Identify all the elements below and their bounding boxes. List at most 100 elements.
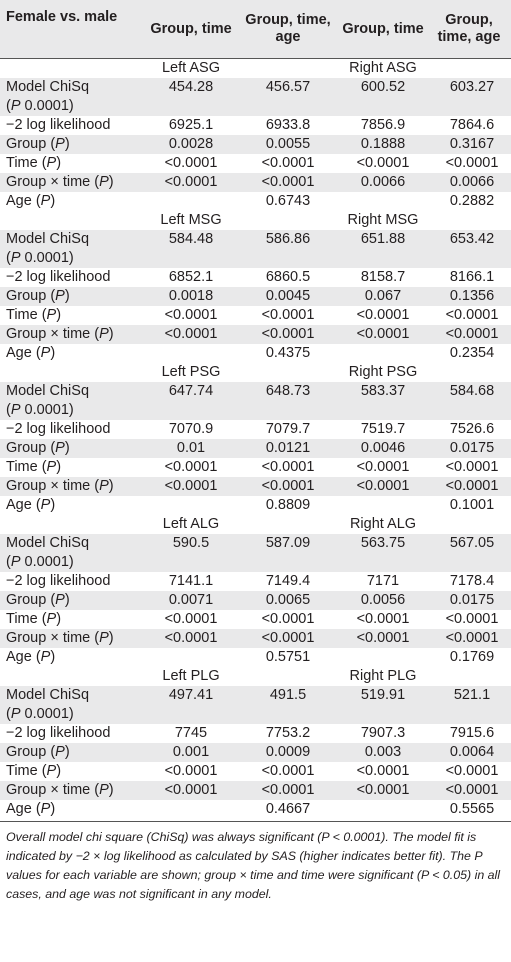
table-cell: <0.0001: [164, 326, 218, 342]
table-row: Age (P) 0.5751 0.1769: [0, 648, 511, 667]
table-cell: 7526.6: [449, 421, 495, 437]
table-cell: 0.0071: [168, 592, 214, 608]
row-label-sub: (P 0.0001): [6, 250, 74, 266]
table-cell: 600.52: [360, 79, 406, 95]
row-label: Group × time (P): [6, 782, 114, 798]
table-cell: <0.0001: [356, 611, 410, 627]
table-cell: <0.0001: [445, 478, 499, 494]
table-cell: <0.0001: [164, 782, 218, 798]
table-row: Model ChiSq (P 0.0001) 647.74 648.73 583.37 5…: [0, 382, 511, 420]
row-label: Model ChiSq (P 0.0001): [6, 382, 89, 420]
table-row: Model ChiSq (P 0.0001) 454.28 456.57 600.52 6…: [0, 78, 511, 116]
table-cell: <0.0001: [164, 459, 218, 475]
table-cell: <0.0001: [445, 307, 499, 323]
results-table: Female vs. male Group, time Group, time,…: [0, 0, 511, 901]
table-cell: 0.0175: [449, 592, 495, 608]
table-row: Group × time (P) <0.0001 <0.0001 <0.0001 <0.…: [0, 325, 511, 344]
row-label: Group × time (P): [6, 630, 114, 646]
section-header: Left PLG Right PLG: [0, 667, 511, 686]
table-row: Model ChiSq (P 0.0001) 590.5 587.09 563.75 56…: [0, 534, 511, 572]
table-cell: 653.42: [449, 231, 495, 247]
section-header: Left ALG Right ALG: [0, 515, 511, 534]
row-label: Model ChiSq (P 0.0001): [6, 534, 89, 572]
table-cell: <0.0001: [445, 459, 499, 475]
row-label: Age (P): [6, 345, 56, 361]
row-label-sub: (P 0.0001): [6, 706, 74, 722]
table-cell: <0.0001: [356, 459, 410, 475]
table-cell: 0.2354: [449, 345, 495, 361]
table-cell: 456.57: [265, 79, 311, 95]
row-label-main: Model ChiSq: [6, 383, 90, 399]
table-cell: 7915.6: [449, 725, 495, 741]
section-right-label: Right ASG: [349, 60, 417, 76]
table-cell: <0.0001: [356, 155, 410, 171]
row-label: Time (P): [6, 307, 62, 323]
table-cell: 647.74: [168, 383, 214, 399]
table-cell: 519.91: [360, 687, 406, 703]
table-cell: 0.003: [364, 744, 402, 760]
row-label-main: Model ChiSq: [6, 535, 90, 551]
table-cell: <0.0001: [164, 630, 218, 646]
table-cell: <0.0001: [261, 478, 315, 494]
table-cell: 7079.7: [265, 421, 311, 437]
table-row: Time (P) <0.0001 <0.0001 <0.0001 <0.0001: [0, 458, 511, 477]
row-label: Group × time (P): [6, 174, 114, 190]
table-row: Age (P) 0.4667 0.5565: [0, 800, 511, 819]
table-row: Age (P) 0.6743 0.2882: [0, 192, 511, 211]
table-cell: 8158.7: [360, 269, 406, 285]
table-cell: 7149.4: [265, 573, 311, 589]
table-row: Age (P) 0.8809 0.1001: [0, 496, 511, 515]
table-row: −2 log likelihood 7070.9 7079.7 7519.7 7526.…: [0, 420, 511, 439]
row-label: −2 log likelihood: [6, 421, 111, 437]
row-label: Group × time (P): [6, 326, 114, 342]
table-cell: 0.5751: [265, 649, 311, 665]
table-cell: 7141.1: [168, 573, 214, 589]
row-label: Group (P): [6, 288, 70, 304]
row-label: Model ChiSq (P 0.0001): [6, 78, 89, 116]
table-cell: 7745: [174, 725, 208, 741]
section-right-label: Right PSG: [348, 364, 418, 380]
table-cell: 7753.2: [265, 725, 311, 741]
table-cell: 7864.6: [449, 117, 495, 133]
table-cell: <0.0001: [445, 630, 499, 646]
row-label: Age (P): [6, 193, 56, 209]
table-cell: 584.48: [168, 231, 214, 247]
table-cell: <0.0001: [261, 307, 315, 323]
table-cell: <0.0001: [261, 782, 315, 798]
table-cell: 7907.3: [360, 725, 406, 741]
table-row: Age (P) 0.4375 0.2354: [0, 344, 511, 363]
table-cell: 584.68: [449, 383, 495, 399]
table-cell: <0.0001: [261, 326, 315, 342]
row-label: Age (P): [6, 497, 56, 513]
row-label: Age (P): [6, 649, 56, 665]
table-cell: 6925.1: [168, 117, 214, 133]
table-body: Left ASG Right ASG Model ChiSq (P 0.0001) 45…: [0, 59, 511, 819]
table-cell: 648.73: [265, 383, 311, 399]
header-group-time-age-right: Group, time, age: [437, 12, 501, 45]
table-cell: 497.41: [168, 687, 214, 703]
table-cell: <0.0001: [356, 307, 410, 323]
table-cell: <0.0001: [164, 155, 218, 171]
header-group-time-age-left: Group, time, age: [245, 12, 331, 45]
header-female-vs-male: Female vs. male: [6, 8, 118, 25]
row-label: Age (P): [6, 801, 56, 817]
table-cell: <0.0001: [261, 155, 315, 171]
table-cell: 0.067: [364, 288, 402, 304]
table-cell: 0.0175: [449, 440, 495, 456]
table-cell: 586.86: [265, 231, 311, 247]
row-label-sub: (P 0.0001): [6, 402, 74, 418]
table-cell: 0.6743: [265, 193, 311, 209]
header-group-time-left: Group, time: [150, 20, 232, 37]
table-row: Time (P) <0.0001 <0.0001 <0.0001 <0.0001: [0, 306, 511, 325]
table-cell: 6860.5: [265, 269, 311, 285]
table-cell: 0.3167: [449, 136, 495, 152]
table-cell: 0.0066: [360, 174, 406, 190]
row-label: Group (P): [6, 440, 70, 456]
table-row: Group (P) 0.01 0.0121 0.0046 0.0175: [0, 439, 511, 458]
table-cell: <0.0001: [164, 307, 218, 323]
table-cell: <0.0001: [261, 763, 315, 779]
table-row: Group × time (P) <0.0001 <0.0001 <0.0001 <0.…: [0, 477, 511, 496]
table-row: Group (P) 0.0018 0.0045 0.067 0.1356: [0, 287, 511, 306]
table-cell: 0.1888: [360, 136, 406, 152]
table-cell: 0.1769: [449, 649, 495, 665]
